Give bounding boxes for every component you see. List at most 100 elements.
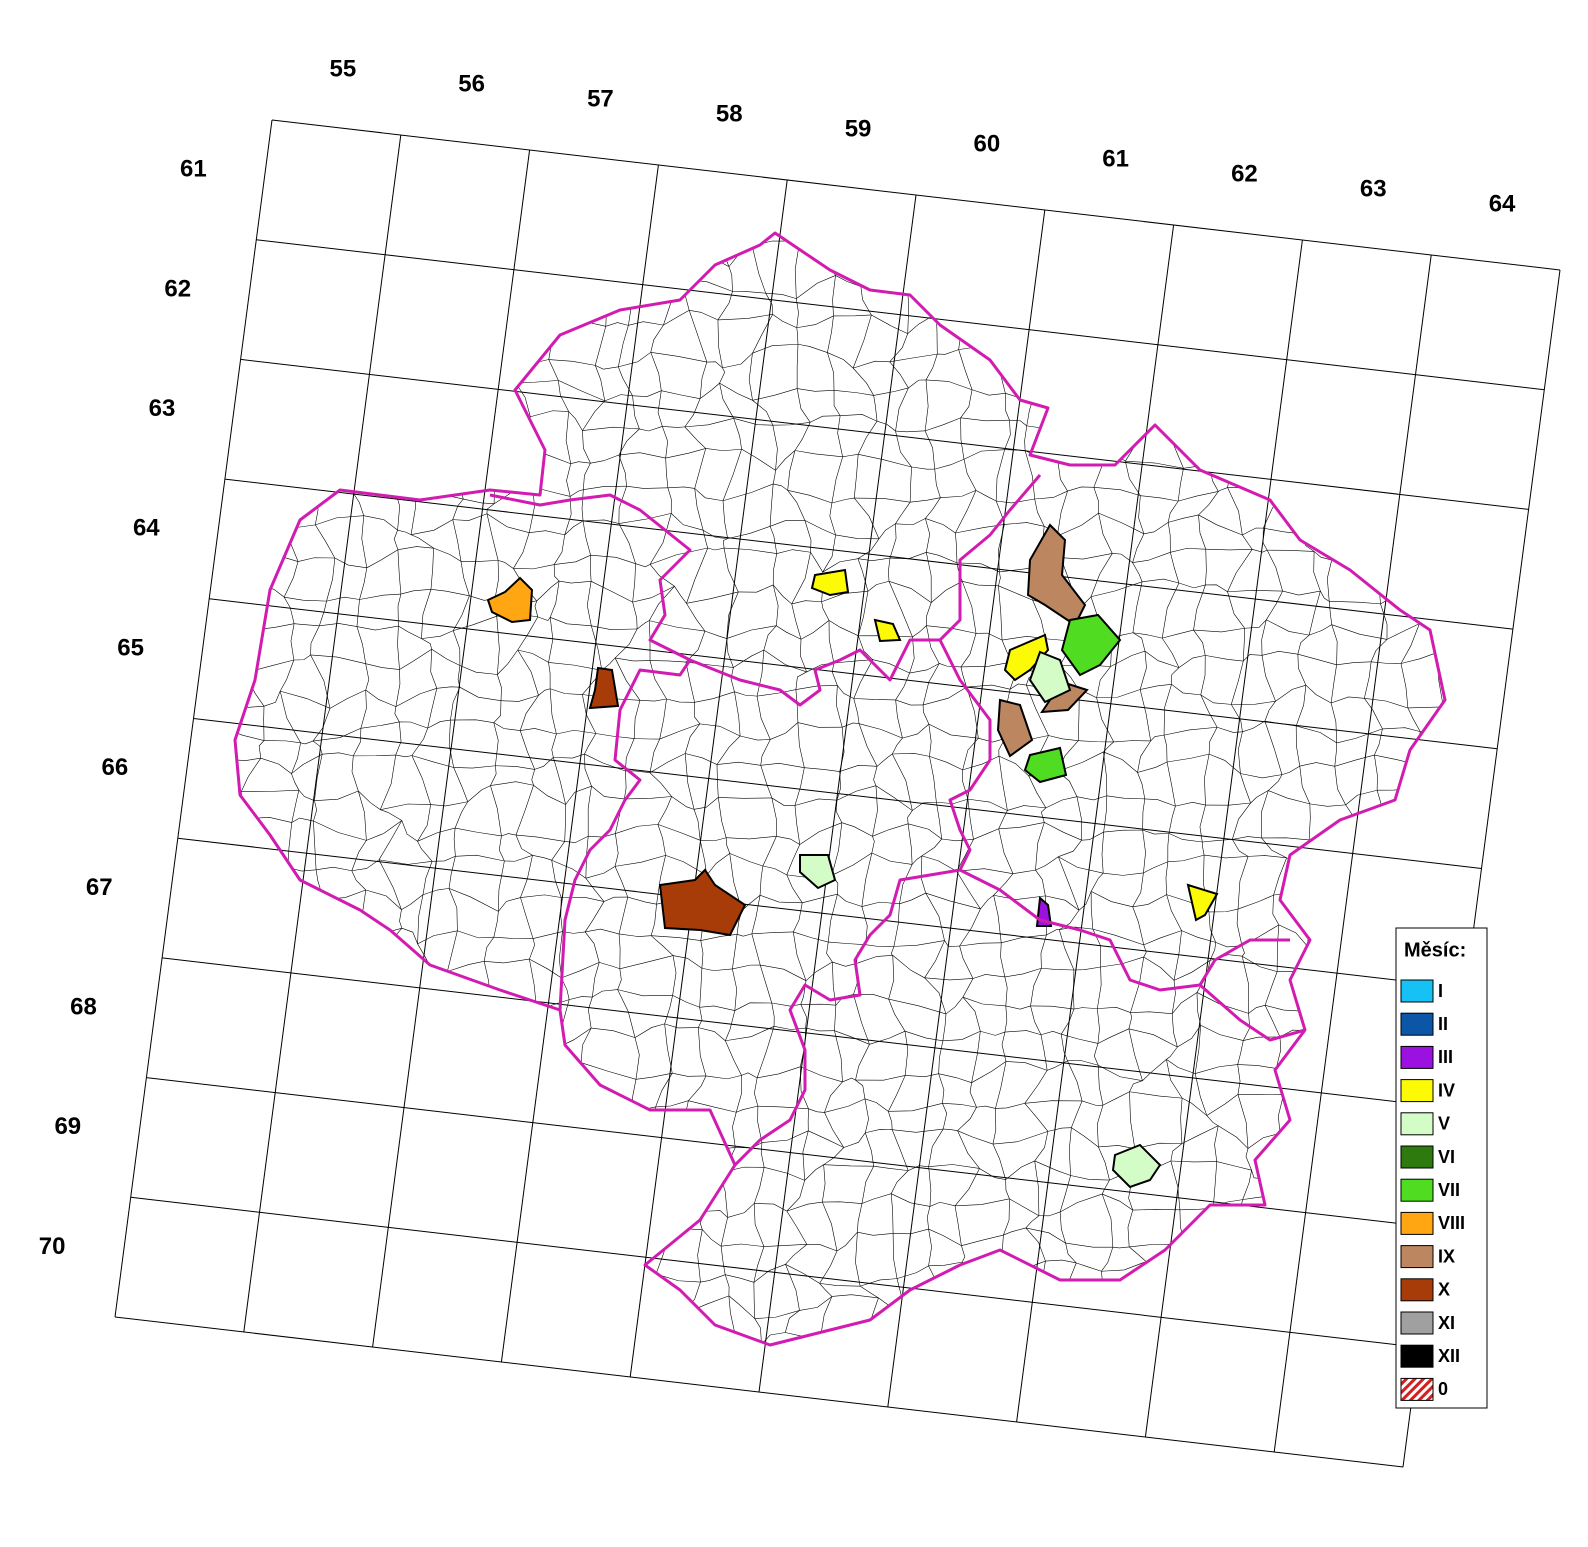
- municipality-border: [561, 1143, 572, 1176]
- municipality-border: [730, 667, 735, 692]
- municipality-border: [786, 1180, 805, 1212]
- municipality-border: [460, 1264, 466, 1315]
- municipality-border: [590, 581, 633, 603]
- municipality-border: [1199, 804, 1206, 843]
- municipality-border: [1166, 761, 1176, 807]
- municipality-border: [1090, 891, 1094, 930]
- municipality-border: [356, 626, 366, 664]
- municipality-border: [392, 1319, 398, 1345]
- municipality-border: [926, 552, 958, 564]
- municipality-border: [1313, 551, 1332, 561]
- municipality-border: [587, 1299, 633, 1304]
- municipality-border: [856, 955, 893, 964]
- municipality-border: [722, 500, 728, 539]
- municipality-border: [235, 1306, 243, 1316]
- municipality-border: [799, 1296, 833, 1311]
- municipality-border: [1184, 1235, 1197, 1245]
- municipality-border: [1060, 1034, 1068, 1061]
- municipality-border: [529, 530, 565, 536]
- municipality-border: [1354, 517, 1387, 530]
- municipality-border: [498, 835, 505, 862]
- municipality-border: [618, 523, 636, 564]
- municipality-border: [907, 281, 923, 290]
- municipality-border: [360, 721, 400, 729]
- municipality-border: [1001, 1318, 1009, 1345]
- municipality-border: [1439, 626, 1445, 652]
- municipality-border: [550, 617, 592, 627]
- municipality-border: [1139, 651, 1147, 690]
- municipality-border: [450, 687, 461, 721]
- municipality-border: [582, 520, 591, 556]
- municipality-border: [1059, 1175, 1071, 1213]
- municipality-border: [245, 1184, 256, 1211]
- municipality-border: [1335, 824, 1354, 870]
- municipality-border: [1212, 1161, 1218, 1208]
- municipality-border: [1350, 284, 1382, 293]
- municipality-border: [614, 657, 641, 701]
- municipality-border: [1331, 624, 1388, 640]
- municipality-border: [460, 560, 499, 562]
- municipality-border: [551, 860, 562, 898]
- municipality-border: [895, 387, 909, 432]
- municipality-border: [517, 1229, 531, 1266]
- municipality-border: [582, 430, 591, 464]
- municipality-border: [342, 944, 352, 959]
- municipality-border: [756, 689, 796, 697]
- municipality-border: [1167, 833, 1170, 862]
- municipality-border: [998, 585, 1033, 601]
- municipality-border: [732, 1112, 737, 1148]
- municipality-border: [1418, 765, 1422, 788]
- municipality-border: [752, 314, 773, 354]
- municipality-border: [904, 1030, 943, 1042]
- municipality-border: [853, 360, 890, 369]
- municipality-border: [1329, 324, 1337, 364]
- row-label: 63: [149, 395, 176, 422]
- municipality-border: [614, 866, 629, 898]
- municipality-border: [1242, 527, 1264, 536]
- municipality-border: [1299, 517, 1356, 535]
- municipality-border: [1198, 491, 1219, 516]
- municipality-border: [297, 489, 315, 497]
- municipality-border: [1349, 1279, 1354, 1315]
- municipality-border: [312, 728, 361, 742]
- municipality-border: [797, 722, 843, 728]
- municipality-border: [833, 659, 873, 664]
- municipality-border: [993, 894, 1046, 900]
- municipality-border: [423, 1000, 456, 1012]
- municipality-border: [853, 698, 860, 724]
- municipality-border: [1128, 1028, 1178, 1048]
- municipality-border: [519, 730, 535, 770]
- municipality-border: [410, 534, 434, 549]
- municipality-border: [399, 649, 432, 670]
- municipality-border: [1078, 891, 1092, 911]
- municipality-border: [1308, 893, 1343, 902]
- municipality-border: [1237, 1064, 1277, 1069]
- municipality-border: [428, 1096, 449, 1101]
- municipality-border: [517, 1265, 536, 1304]
- municipality-border: [461, 241, 505, 264]
- municipality-border: [819, 1250, 838, 1284]
- row-label: 65: [117, 634, 144, 661]
- municipality-border: [519, 416, 531, 449]
- municipality-border: [771, 1002, 775, 1027]
- municipality-border: [1163, 726, 1218, 736]
- municipality-border: [457, 451, 501, 464]
- municipality-border: [939, 1298, 969, 1309]
- municipality-border: [659, 698, 667, 740]
- municipality-border: [1090, 872, 1104, 892]
- municipality-border: [823, 1164, 874, 1167]
- municipality-border: [1310, 1307, 1354, 1315]
- municipality-border: [278, 292, 328, 300]
- municipality-border: [297, 345, 312, 366]
- municipality-border: [313, 821, 317, 870]
- municipality-border: [1004, 522, 1045, 527]
- municipality-border: [1090, 581, 1143, 598]
- municipality-border: [1273, 251, 1310, 261]
- municipality-border: [529, 959, 538, 1015]
- municipality-border: [394, 706, 400, 723]
- municipality-border: [311, 376, 353, 401]
- municipality-border: [832, 275, 836, 316]
- municipality-border: [1278, 1094, 1284, 1134]
- municipality-border: [769, 526, 778, 554]
- municipality-border: [1091, 891, 1133, 908]
